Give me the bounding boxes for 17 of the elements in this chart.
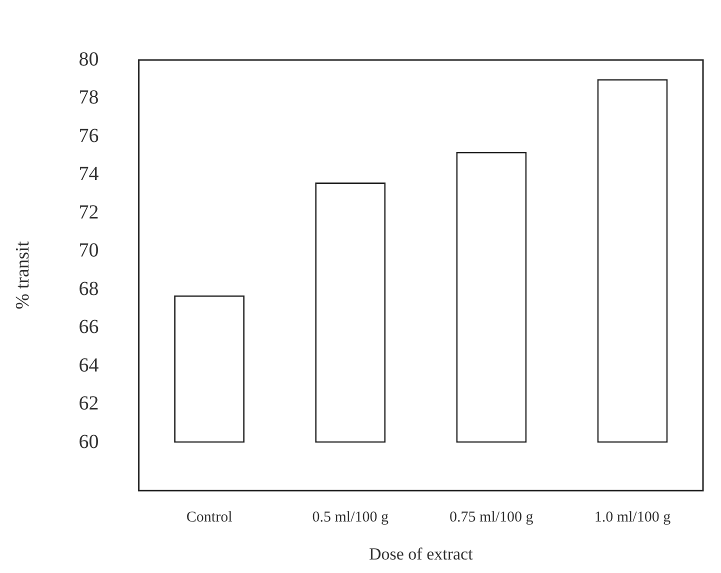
y-tick-label: 80	[78, 48, 99, 70]
y-tick-label: 68	[78, 278, 99, 300]
y-tick-label: 78	[78, 86, 99, 109]
y-tick-label: 76	[78, 124, 99, 147]
x-tick-label: 0.5 ml/100 g	[312, 510, 389, 526]
y-tick-label: 62	[78, 392, 99, 415]
x-tick-label: Control	[186, 510, 232, 526]
y-tick-label: 74	[78, 163, 99, 186]
y-tick-label: 66	[78, 316, 99, 338]
x-tick-label: 1.0 ml/100 g	[594, 510, 672, 526]
y-tick-label: 64	[78, 354, 99, 376]
y-tick-label: 72	[78, 201, 99, 224]
y-axis-title: % transit	[12, 240, 34, 310]
y-tick-label: 70	[78, 240, 99, 262]
y-tick-label: 60	[78, 431, 99, 454]
x-axis-title: Dose of extract	[368, 544, 474, 564]
x-tick-label: 0.75 ml/100 g	[450, 510, 534, 526]
